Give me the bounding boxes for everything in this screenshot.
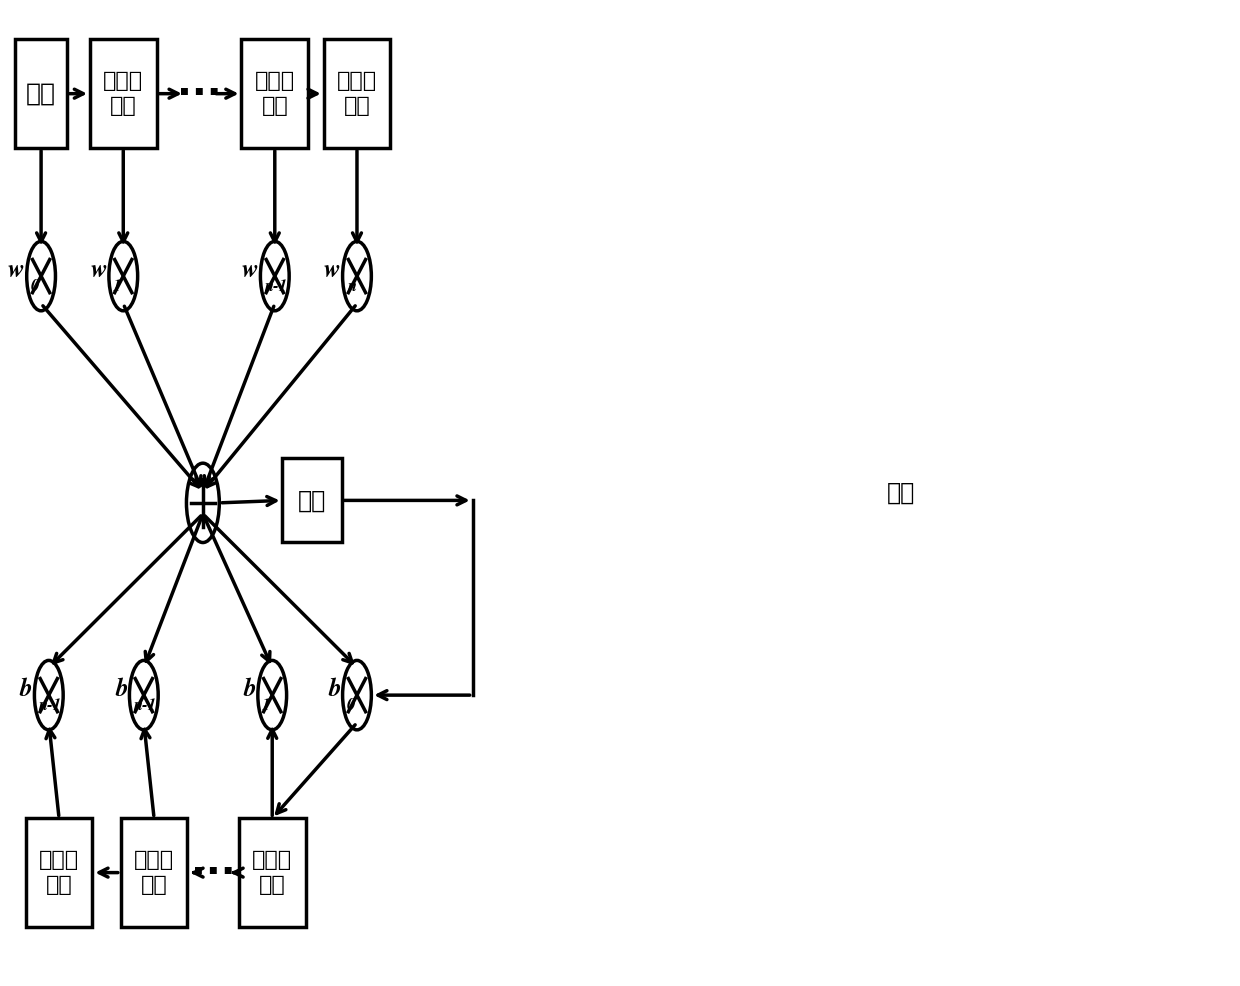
Text: 1: 1 <box>113 279 122 296</box>
Text: ···: ··· <box>177 75 222 112</box>
Circle shape <box>27 242 56 311</box>
Circle shape <box>342 661 371 730</box>
Text: 抽头延
时器: 抽头延 时器 <box>134 850 174 895</box>
Circle shape <box>260 242 289 311</box>
Bar <box>324 39 391 148</box>
Text: 1: 1 <box>262 698 270 715</box>
Text: n-1: n-1 <box>134 698 156 715</box>
Text: 抽头延
时器: 抽头延 时器 <box>252 850 293 895</box>
Circle shape <box>258 661 286 730</box>
Text: 抽头延
时器: 抽头延 时器 <box>103 71 144 116</box>
Bar <box>239 818 305 927</box>
Bar <box>15 39 67 148</box>
Bar <box>89 39 156 148</box>
Text: w: w <box>242 259 258 282</box>
Text: n-1: n-1 <box>38 698 62 715</box>
Circle shape <box>129 661 159 730</box>
Circle shape <box>109 242 138 311</box>
Text: w: w <box>7 259 25 282</box>
Text: 抽头延
时器: 抽头延 时器 <box>254 71 295 116</box>
Text: ···: ··· <box>191 854 236 891</box>
Text: 输出: 输出 <box>887 481 915 505</box>
Text: b: b <box>243 678 255 701</box>
Text: b: b <box>329 678 341 701</box>
Text: n-1: n-1 <box>264 279 288 296</box>
Text: b: b <box>115 678 128 701</box>
Text: n: n <box>347 279 356 296</box>
Text: 判决: 判决 <box>298 488 326 513</box>
Circle shape <box>342 242 371 311</box>
Text: b: b <box>20 678 32 701</box>
Text: 0: 0 <box>31 279 40 296</box>
Text: w: w <box>324 259 341 282</box>
Bar <box>120 818 187 927</box>
Bar <box>283 458 341 542</box>
Bar <box>26 818 93 927</box>
Bar <box>242 39 309 148</box>
Text: 抽头延
时器: 抽头延 时器 <box>337 71 377 116</box>
Text: 抽头延
时器: 抽头延 时器 <box>38 850 79 895</box>
Text: 0: 0 <box>347 698 355 715</box>
Text: 信号: 信号 <box>26 82 56 106</box>
Circle shape <box>186 463 219 542</box>
Text: w: w <box>91 259 107 282</box>
Circle shape <box>35 661 63 730</box>
